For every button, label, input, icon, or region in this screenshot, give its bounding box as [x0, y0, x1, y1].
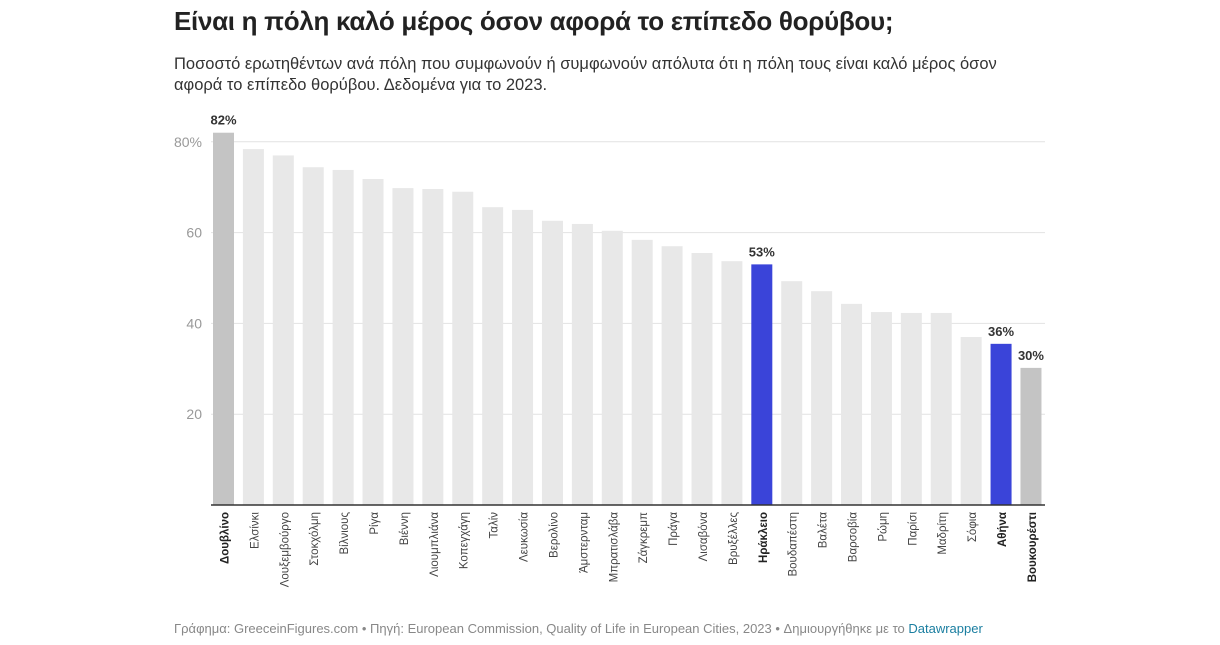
bar: [242, 149, 264, 505]
y-tick-label: 60: [186, 225, 202, 241]
x-tick-label: Δουβλίνο: [220, 512, 232, 564]
bar: [990, 343, 1012, 505]
x-tick-label: Ρώμη: [877, 512, 889, 542]
bar: [392, 188, 414, 505]
y-tick-label: 20: [186, 406, 202, 422]
bar: [601, 230, 623, 505]
bar: [332, 169, 354, 505]
x-tick-label: Μαδρίτη: [937, 512, 949, 555]
x-tick-label: Σόφια: [967, 512, 979, 543]
x-tick-label: Άμστερνταμ: [578, 512, 590, 573]
data-label: 30%: [1018, 348, 1044, 363]
x-tick-label: Λευκωσία: [519, 512, 531, 562]
data-label: 53%: [749, 244, 775, 259]
bar: [512, 209, 534, 505]
bar: [482, 207, 504, 505]
x-tick-label: Ελσίνκι: [249, 512, 261, 549]
bar: [841, 303, 863, 505]
bar: [870, 312, 892, 505]
x-tick-label: Ηράκλειο: [758, 512, 770, 563]
x-tick-label: Λουξεμβούργο: [279, 512, 291, 587]
x-tick-label: Βιέννη: [399, 512, 411, 545]
x-tick-label: Ταλίν: [489, 512, 501, 539]
bar: [452, 191, 474, 506]
x-tick-label: Λισαβόνα: [698, 512, 710, 562]
bar: [960, 337, 982, 505]
bar: [781, 281, 803, 505]
x-tick-label: Πράγα: [668, 512, 680, 546]
bar: [930, 312, 952, 505]
bar: [751, 264, 773, 505]
bar: [811, 291, 833, 505]
bar: [721, 261, 743, 505]
x-tick-label: Βαρσοβία: [848, 512, 860, 563]
data-label: 82%: [210, 113, 236, 128]
bar: [631, 239, 653, 505]
bar: [362, 179, 384, 505]
bar: [661, 246, 683, 505]
x-tick-label: Βερολίνο: [548, 512, 560, 558]
footer-text: Γράφημα: GreeceinFigures.com • Πηγή: Eur…: [174, 621, 909, 636]
bar: [213, 132, 234, 505]
datawrapper-link[interactable]: Datawrapper: [908, 621, 983, 636]
x-tick-label: Στοκχόλμη: [309, 512, 321, 566]
y-tick-label: 80%: [174, 134, 202, 150]
x-tick-label: Παρίσι: [907, 512, 919, 546]
bar: [302, 167, 324, 505]
bar: [900, 312, 922, 505]
x-tick-label: Βαλέτα: [818, 512, 830, 549]
y-tick-label: 40: [186, 315, 202, 331]
x-tick-label: Μπρατισλάβα: [608, 512, 620, 583]
x-tick-label: Ζάγκρεμπ: [638, 512, 650, 563]
footer: Γράφημα: GreeceinFigures.com • Πηγή: Eur…: [174, 621, 983, 636]
chart-title: Είναι η πόλη καλό μέρος όσον αφορά το επ…: [174, 6, 894, 36]
x-tick-label: Βουκουρέστι: [1027, 512, 1039, 582]
x-tick-label: Βρυξέλλες: [728, 512, 740, 565]
x-tick-label: Βίλνιους: [339, 512, 351, 555]
bar: [691, 253, 713, 505]
bar: [422, 189, 444, 506]
x-tick-label: Αθήνα: [997, 512, 1009, 547]
bar: [272, 155, 294, 506]
x-tick-label: Λιουμπλιάνα: [429, 512, 441, 577]
x-tick-label: Βουδαπέστη: [788, 512, 800, 577]
bar: [1020, 367, 1042, 505]
data-label: 36%: [988, 324, 1014, 339]
x-tick-label: Κοπεγχάγη: [459, 512, 471, 569]
bar: [571, 223, 593, 505]
bar: [541, 220, 563, 505]
chart-subtitle: Ποσοστό ερωτηθέντων ανά πόλη που συμφωνο…: [174, 55, 997, 94]
x-tick-label: Ρίγα: [369, 512, 381, 535]
